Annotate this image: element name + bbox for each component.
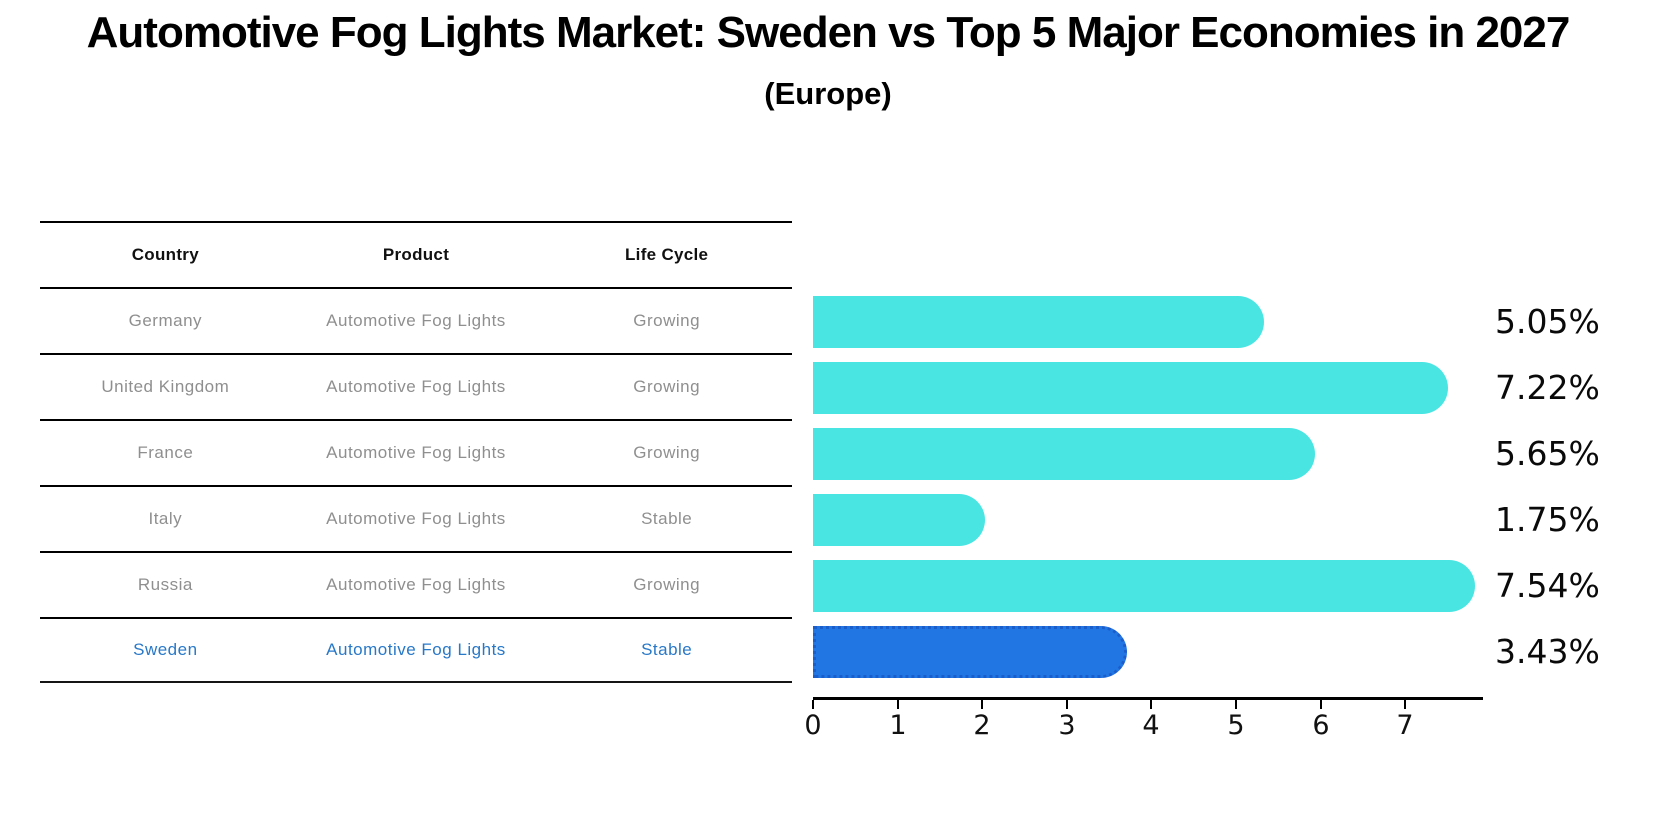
highlighted-bar-sweden (813, 626, 1127, 678)
bar-value-label: 7.22% (1495, 368, 1600, 407)
table-row: Russia Automotive Fog Lights Growing (40, 551, 792, 617)
country-cell: Russia (137, 575, 193, 594)
x-axis-tick (897, 700, 899, 709)
x-axis-tick-label: 2 (973, 710, 991, 741)
country-cell: France (137, 443, 194, 462)
bar-chart-area: 0 1 2 3 4 5 6 7 (804, 270, 1483, 741)
table-row: France Automotive Fog Lights Growing (40, 419, 792, 485)
bar-russia (813, 560, 1475, 612)
x-axis-tick (1235, 700, 1237, 709)
x-axis-tick-label: 1 (889, 710, 907, 741)
column-header: Country (131, 245, 199, 264)
bar-value-label: 3.43% (1495, 632, 1600, 671)
x-axis-tick (1404, 700, 1406, 709)
x-axis-tick-label: 4 (1142, 710, 1160, 741)
bar-germany (813, 296, 1264, 348)
product-cell: Automotive Fog Lights (326, 575, 506, 594)
product-cell: Automotive Fog Lights (326, 377, 506, 396)
product-cell: Automotive Fog Lights (326, 640, 506, 659)
x-axis-tick (981, 700, 983, 709)
bar-italy (813, 494, 985, 546)
life-cycle-cell: Growing (633, 377, 701, 396)
x-axis-tick (812, 700, 814, 709)
life-cycle-cell: Stable (641, 640, 693, 659)
x-axis-tick (1066, 700, 1068, 709)
country-cell: Italy (148, 509, 183, 528)
table-header-row: Country Product Life Cycle (40, 221, 792, 287)
bar-united-kingdom (813, 362, 1448, 414)
column-header: Product (382, 245, 450, 264)
product-cell: Automotive Fog Lights (326, 311, 506, 330)
bar-value-label: 7.54% (1495, 566, 1600, 605)
life-cycle-cell: Growing (633, 443, 701, 462)
country-cell: Sweden (133, 640, 198, 659)
x-axis-tick (1320, 700, 1322, 709)
country-table: Country Product Life Cycle Germany Automotiv… (40, 221, 792, 683)
chart-subtitle: (Europe) (764, 76, 892, 111)
country-cell: Germany (128, 311, 203, 330)
table-row: Sweden Automotive Fog Lights Stable (40, 617, 792, 683)
bar-value-label: 1.75% (1495, 500, 1600, 539)
product-cell: Automotive Fog Lights (326, 509, 506, 528)
table-row: Germany Automotive Fog Lights Growing (40, 287, 792, 353)
x-axis-tick-label: 6 (1312, 710, 1330, 741)
country-cell: United Kingdom (101, 377, 230, 396)
life-cycle-cell: Stable (641, 509, 693, 528)
chart-title: Automotive Fog Lights Market: Sweden vs … (86, 8, 1571, 57)
x-axis-tick-label: 5 (1227, 710, 1245, 741)
x-axis-tick-label: 3 (1058, 710, 1076, 741)
table-row: United Kingdom Automotive Fog Lights Growi… (40, 353, 792, 419)
bar-value-label: 5.65% (1495, 434, 1600, 473)
x-axis-tick-label: 7 (1396, 710, 1414, 741)
table-row: Italy Automotive Fog Lights Stable (40, 485, 792, 551)
column-header: Life Cycle (625, 245, 709, 264)
bar-france (813, 428, 1315, 480)
bar-value-label: 5.05% (1495, 302, 1600, 341)
x-axis-tick-label: 0 (804, 710, 822, 741)
life-cycle-cell: Growing (633, 311, 701, 330)
x-axis-tick (1150, 700, 1152, 709)
product-cell: Automotive Fog Lights (326, 443, 506, 462)
life-cycle-cell: Growing (633, 575, 701, 594)
